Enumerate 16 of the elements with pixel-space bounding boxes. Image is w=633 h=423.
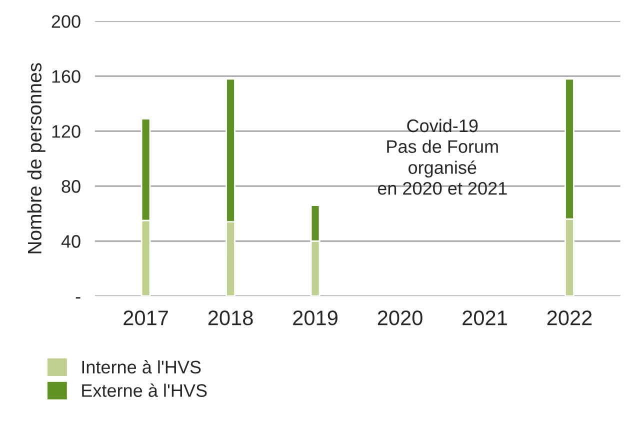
- y-tick-label: -: [76, 297, 80, 299]
- x-tick-label: 2018: [208, 310, 253, 326]
- y-tick-label: 40: [61, 235, 80, 248]
- y-tick-label: 160: [52, 70, 80, 83]
- x-tick-label: 2017: [124, 310, 168, 326]
- y-axis-title: Nombre de personnes: [27, 63, 46, 254]
- y-tick-label: 120: [52, 125, 80, 138]
- x-tick-label: 2021: [462, 310, 507, 326]
- x-tick-label: 2020: [378, 310, 422, 326]
- legend-label: Externe à l'HVS: [82, 383, 207, 397]
- x-tick-label: 2022: [547, 310, 592, 326]
- y-tick-label: 80: [62, 180, 80, 193]
- legend-label: Interne à l'HVS: [82, 360, 201, 374]
- annotation: Covid-19 Pas de Forum organisé en 2020 et 2021: [378, 118, 507, 195]
- y-tick-label: 200: [52, 15, 80, 28]
- x-tick-label: 2019: [293, 310, 338, 326]
